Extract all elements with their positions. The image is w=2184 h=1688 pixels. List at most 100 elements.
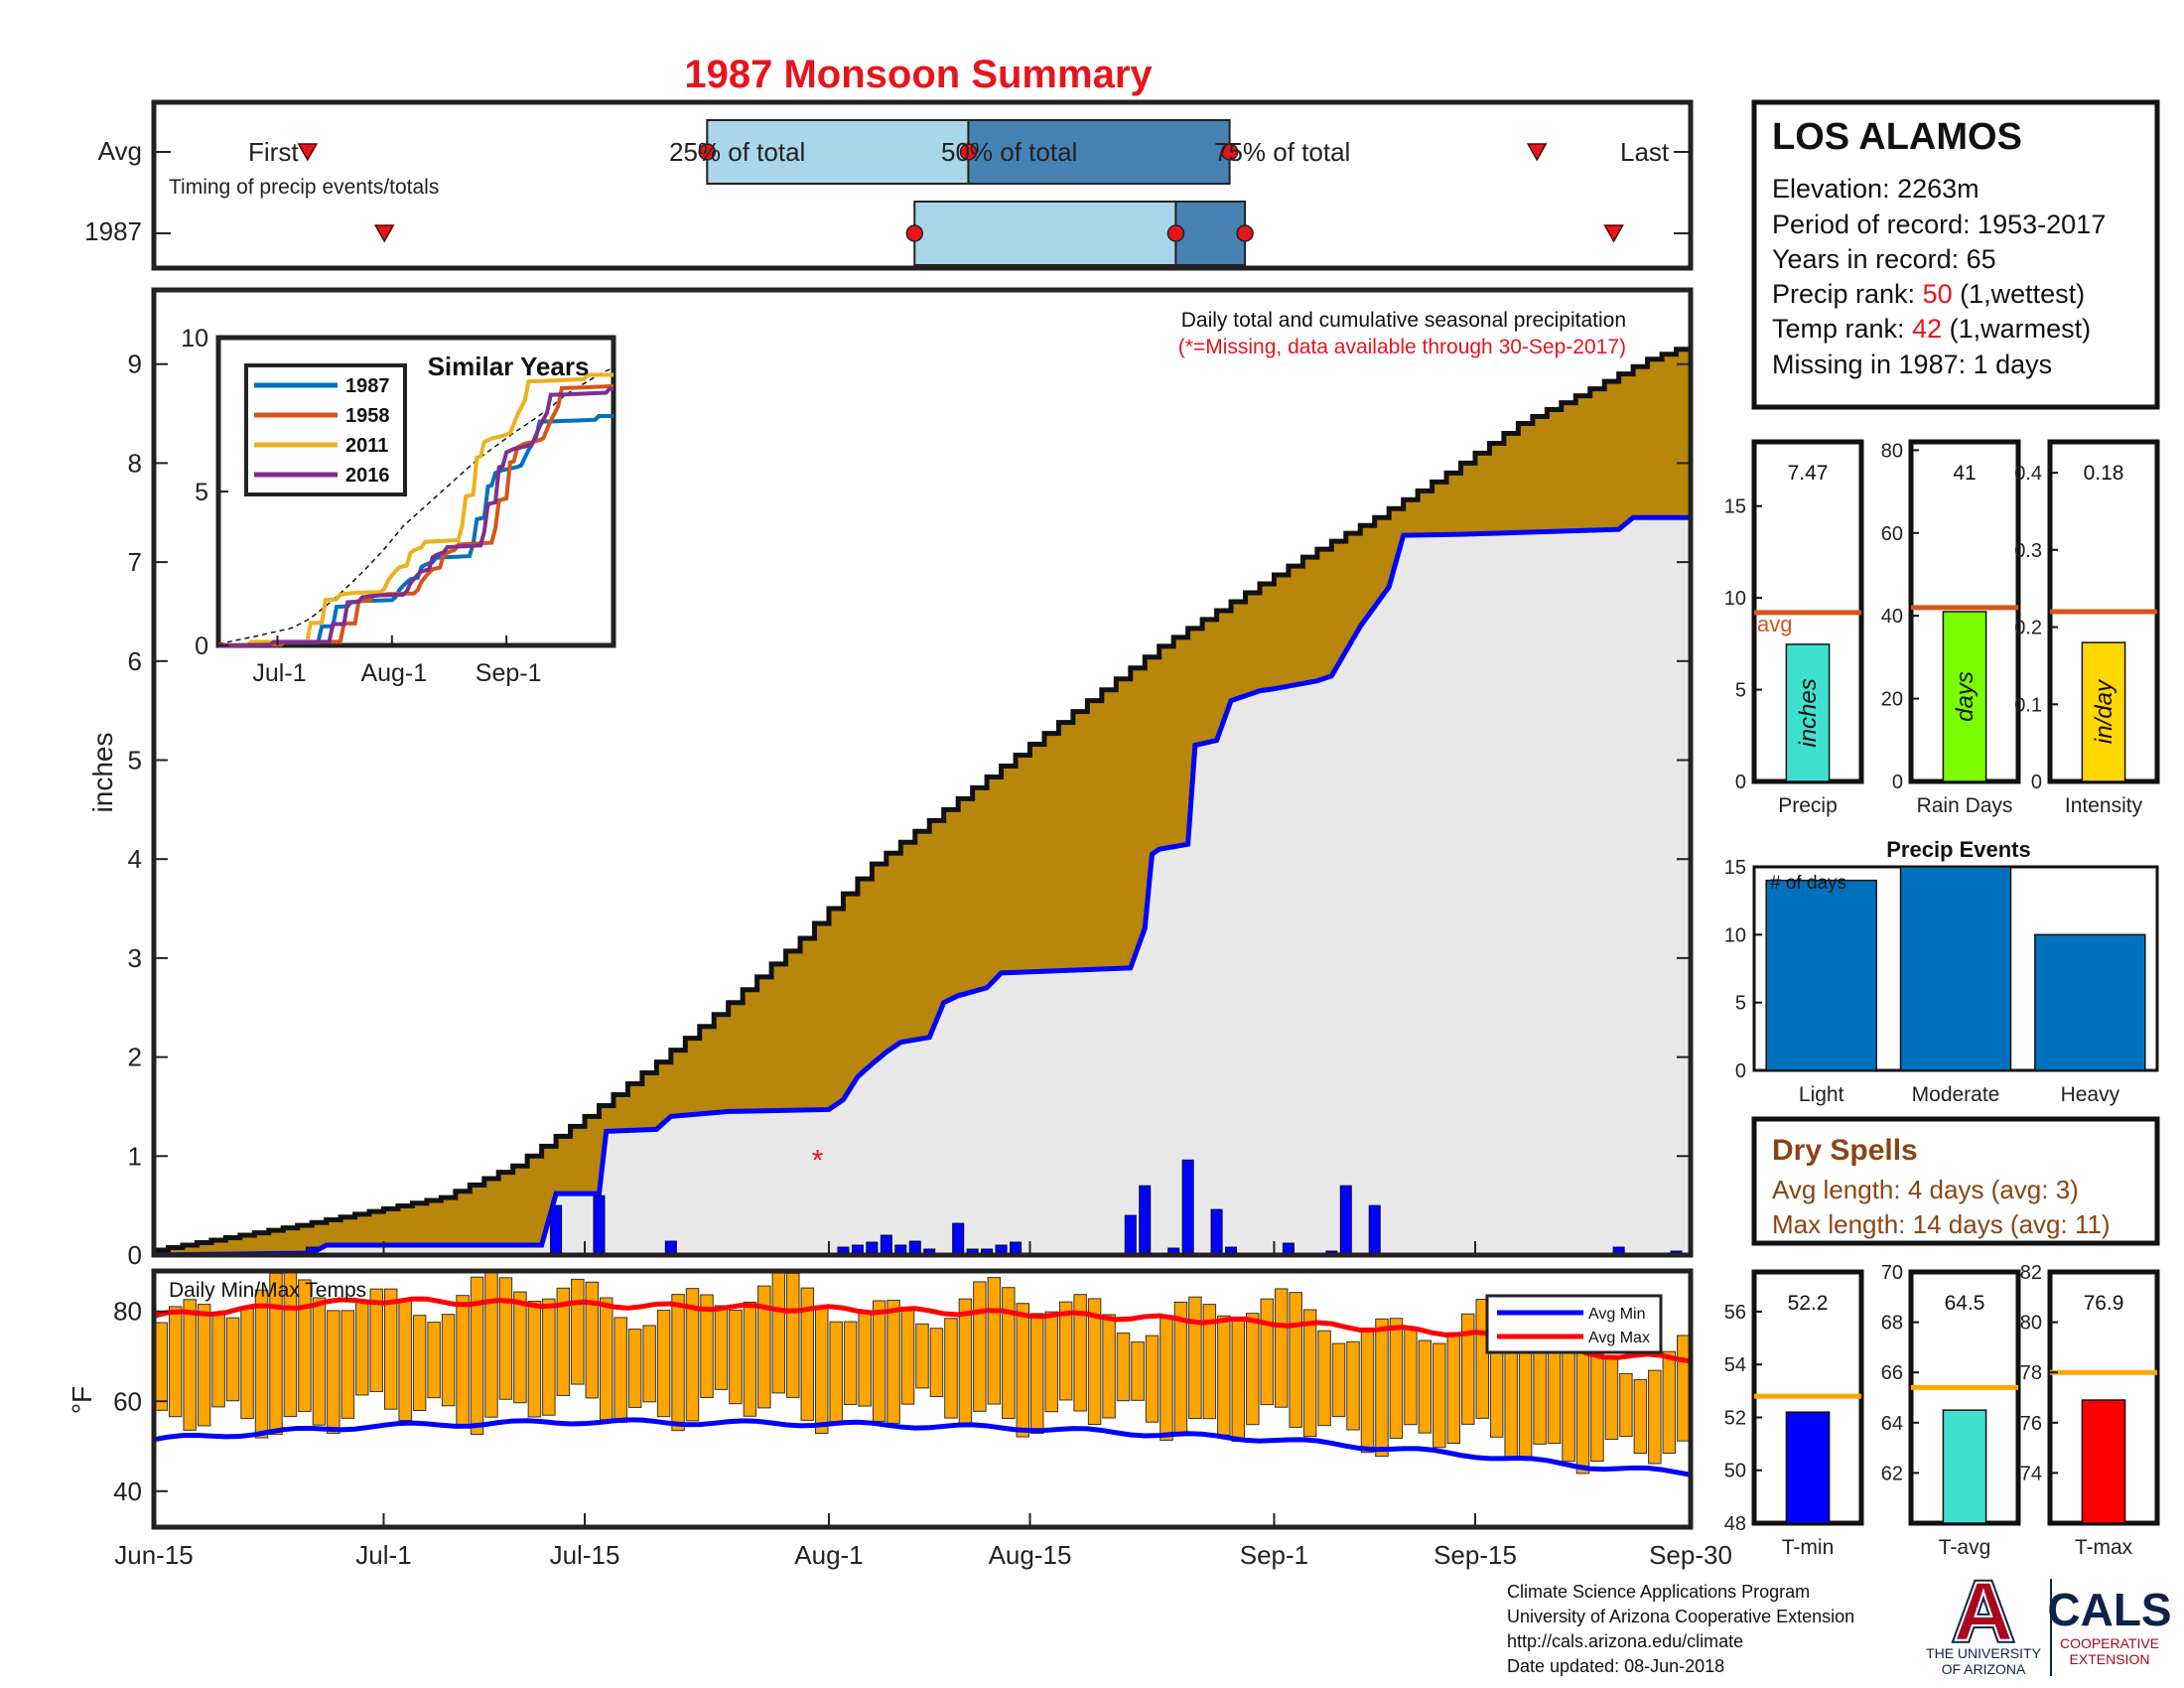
daily-temp-bar — [211, 1313, 225, 1408]
daily-temp-bar — [1058, 1301, 1073, 1401]
daily-temp-bar — [484, 1269, 498, 1418]
daily-temp-bar — [872, 1300, 887, 1422]
rain-days-y-tick-label: 80 — [1881, 440, 1903, 462]
avg-min-legend-label: Avg Min — [1588, 1306, 1646, 1323]
daily-temp-bar — [1648, 1369, 1662, 1465]
station-temp-rank: Temp rank: 42 (1,warmest) — [1772, 314, 2091, 344]
precip-events-bar-moderate — [1899, 866, 2012, 1071]
station-missing: Missing in 1987: 1 days — [1772, 350, 2052, 379]
rain-days-value-label: 41 — [1953, 462, 1976, 485]
station-period: Period of record: 1953-2017 — [1772, 210, 2106, 239]
intensity-y-tick-label: 0.1 — [2014, 694, 2042, 716]
daily-temp-bar — [1389, 1318, 1404, 1439]
dry-spells-frame — [1751, 1116, 2160, 1246]
station-precip-rank: Precip rank: 50 (1,wettest) — [1772, 279, 2085, 309]
daily-temp-bar — [456, 1295, 470, 1429]
timing-q50-label: 50% of total — [941, 137, 1077, 167]
t-avg-bar — [1942, 1409, 1987, 1524]
daily-temp-bar — [1260, 1298, 1274, 1406]
intensity-value-label: 0.18 — [2084, 462, 2124, 485]
daily-temp-bar — [1418, 1339, 1433, 1434]
precip-y-tick-label: 0 — [128, 1240, 142, 1270]
daily-temp-bar — [800, 1287, 814, 1421]
daily-temp-bar — [527, 1300, 542, 1418]
t-avg-y-tick-label: 66 — [1881, 1362, 1903, 1384]
timing-year-box-50-75 — [1174, 201, 1247, 266]
daily-temp-bar — [1145, 1335, 1160, 1423]
precip-y-tick-label: 3 — [128, 943, 142, 973]
timing-caption: Timing of precip events/totals — [169, 176, 439, 199]
station-years: Years in record: 65 — [1772, 244, 1996, 274]
inset-legend-label-2011: 2011 — [345, 435, 388, 457]
timing-year-q25-marker — [905, 224, 924, 242]
daily-temp-bar — [858, 1310, 872, 1407]
station-info-frame — [1751, 99, 2160, 410]
daily-temp-bar — [1331, 1342, 1346, 1418]
daily-temp-bar — [614, 1317, 627, 1423]
daily-precip-bar — [1210, 1208, 1223, 1256]
temp-graphics: 40 60 80 — [113, 1268, 1692, 1506]
station-info-box: LOS ALAMOS Elevation: 2263m Period of re… — [1751, 99, 2160, 410]
daily-temp-bar — [656, 1310, 671, 1418]
precip-rank-suffix: (1,wettest) — [1953, 279, 2086, 309]
date-axis-tick-label: Sep-30 — [1649, 1540, 1732, 1570]
timing-first-label: First — [248, 137, 299, 167]
intensity-category-label: Intensity — [2065, 794, 2143, 817]
daily-temp-bar — [1633, 1378, 1648, 1455]
ua-name-line2: OF ARIZONA — [1942, 1661, 2026, 1677]
daily-temp-bar — [987, 1277, 1002, 1405]
daily-temp-bar — [1461, 1313, 1475, 1425]
daily-temp-bar — [383, 1288, 398, 1410]
ua-block-a-outline: A — [1954, 1565, 2014, 1658]
daily-temp-bar — [1619, 1372, 1633, 1438]
daily-temp-bar — [1404, 1328, 1418, 1426]
precip-events-ylabel: # of days — [1770, 873, 1846, 894]
daily-temp-bar — [1217, 1315, 1231, 1436]
seasonal-precip-stats: avg 7.47 inches 0 5 10 15 Precip 41 days 0 20 40 60 80… — [1724, 439, 2160, 817]
rain-days-category-label: Rain Days — [1917, 794, 2013, 817]
inset-x-tick-label: Sep-1 — [476, 659, 542, 687]
precip-y-tick-label: 4 — [128, 844, 142, 874]
precip-y-tick-label: 1 — [128, 1141, 142, 1171]
precip-events-category-label: Light — [1799, 1083, 1844, 1106]
cals-logo: CALS COOPERATIVE EXTENSION — [2047, 1584, 2171, 1667]
precip-events-y-tick-label: 5 — [1735, 993, 1746, 1015]
daily-temp-bar — [786, 1272, 800, 1398]
footer-line4: Date updated: 08-Jun-2018 — [1507, 1656, 1724, 1676]
daily-temp-bar — [1375, 1318, 1389, 1458]
temp-y-tick-label: 80 — [113, 1297, 142, 1327]
daily-temp-bar — [973, 1281, 987, 1412]
precip-total-y-tick-label: 0 — [1735, 772, 1746, 793]
inset-x-tick-label: Aug-1 — [360, 659, 427, 687]
daily-temp-bar — [1274, 1288, 1289, 1408]
precip-total-y-tick-label: 5 — [1735, 680, 1746, 702]
daily-temp-bar — [183, 1299, 197, 1431]
daily-temp-bar — [714, 1305, 729, 1390]
daily-temp-bar — [1246, 1313, 1260, 1426]
daily-temp-bar — [685, 1288, 700, 1422]
daily-temp-bar — [1604, 1356, 1619, 1441]
daily-temp-bar — [240, 1308, 254, 1420]
daily-temp-bar — [829, 1321, 843, 1423]
inset-series-2016-line — [218, 386, 614, 647]
daily-temp-bar — [1073, 1294, 1087, 1412]
t-avg-value-label: 64.5 — [1945, 1292, 1985, 1315]
temp-rank-prefix: Temp rank: — [1772, 314, 1912, 344]
intensity-y-tick-label: 0 — [2031, 772, 2042, 793]
timing-q25-label: 25% of total — [669, 137, 805, 167]
timing-year-q50-marker — [1166, 224, 1185, 242]
timing-avg-q75-marker — [1220, 143, 1239, 161]
daily-temp-bar — [627, 1329, 642, 1408]
precip-events-category-label: Moderate — [1912, 1083, 2000, 1106]
precip-events-title: Precip Events — [1886, 837, 2031, 862]
timing-avg-q50-marker — [959, 143, 978, 161]
daily-temp-bar — [355, 1299, 369, 1396]
year-cumulative-line — [153, 514, 1691, 1258]
intensity-bar — [2081, 641, 2126, 782]
daily-temp-bar — [814, 1308, 829, 1435]
university-of-arizona-logo: A A THE UNIVERSITY OF ARIZONA — [1926, 1562, 2042, 1677]
daily-temp-bar — [341, 1310, 355, 1419]
precip-frame — [151, 287, 1694, 1258]
daily-temp-bar — [470, 1276, 484, 1436]
